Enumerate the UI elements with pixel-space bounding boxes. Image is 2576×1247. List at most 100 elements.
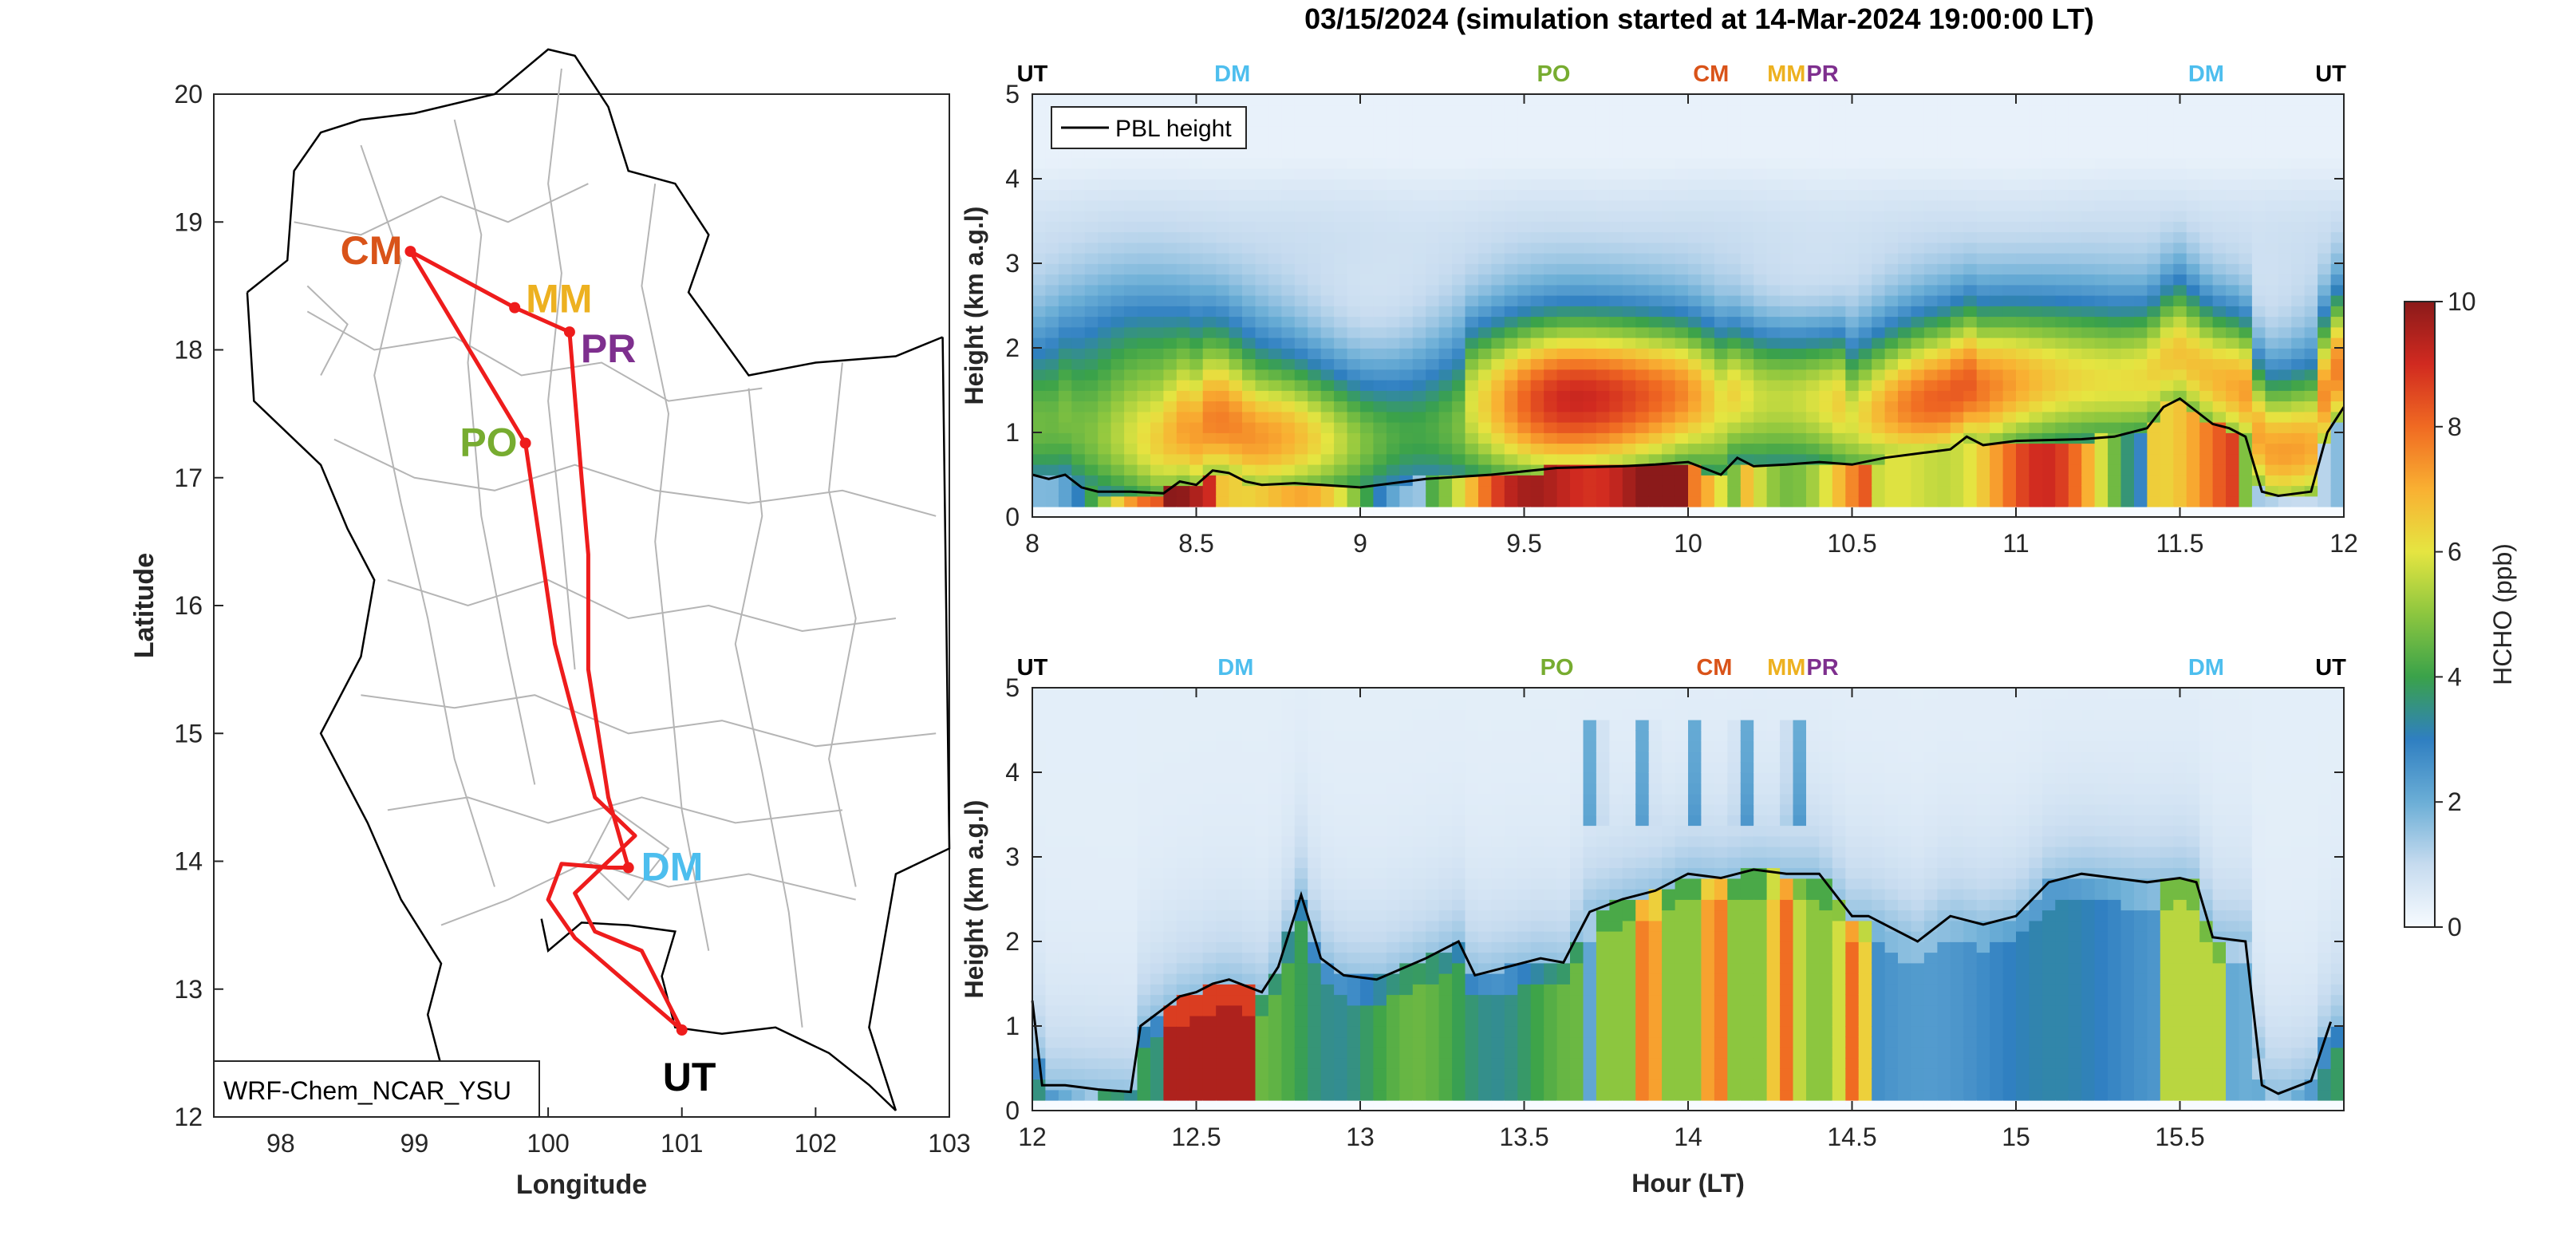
- heatmap-cell: [1045, 899, 1059, 911]
- heatmap-cell: [1517, 294, 1532, 306]
- heatmap-cell: [1150, 210, 1165, 222]
- heatmap-cell: [1229, 221, 1243, 233]
- heatmap-cell: [1544, 411, 1558, 423]
- heatmap-cell: [1084, 274, 1099, 286]
- heatmap-cell: [1544, 157, 1558, 169]
- heatmap-cell: [1963, 221, 1978, 233]
- heatmap-cell: [2304, 306, 2318, 318]
- heatmap-cell: [1648, 495, 1663, 507]
- heatmap-cell: [1872, 274, 1886, 286]
- heatmap-cell: [1884, 495, 1899, 507]
- heatmap-cell: [2265, 443, 2279, 455]
- heatmap-cell: [2055, 401, 2069, 412]
- heatmap-cell: [1596, 401, 1611, 412]
- heatmap-cell: [2094, 125, 2109, 137]
- heatmap-cell: [1399, 401, 1414, 412]
- heatmap-cell: [1281, 761, 1296, 773]
- heatmap-cell: [1098, 326, 1112, 338]
- heatmap-cell: [1583, 189, 1597, 201]
- heatmap-cell: [2081, 136, 2096, 148]
- heatmap-cell: [2330, 125, 2345, 137]
- heatmap-cell: [1596, 485, 1611, 497]
- heatmap-cell: [2081, 401, 2096, 412]
- heatmap-cell: [1098, 274, 1112, 286]
- heatmap-cell: [2134, 495, 2148, 507]
- heatmap-cell: [1491, 453, 1505, 465]
- heatmap-cell: [1438, 157, 1453, 169]
- heatmap-cell: [1753, 421, 1768, 433]
- heatmap-cell: [2330, 306, 2345, 318]
- xtick-label: 10: [1674, 529, 1702, 558]
- heatmap-cell: [1858, 231, 1872, 243]
- heatmap-cell: [1098, 878, 1112, 890]
- heatmap-cell: [1294, 125, 1308, 137]
- heatmap-cell: [1176, 221, 1190, 233]
- heatmap-cell: [2160, 369, 2174, 381]
- heatmap-cell: [1478, 242, 1493, 254]
- heatmap-cell: [1058, 1089, 1073, 1101]
- heatmap-cell: [2186, 199, 2200, 211]
- heatmap-cell: [1701, 294, 1715, 306]
- heatmap-cell: [1294, 443, 1308, 455]
- heatmap-cell: [1255, 358, 1269, 370]
- heatmap-cell: [1294, 708, 1308, 720]
- heatmap-cell: [2265, 369, 2279, 381]
- heatmap-cell: [2108, 485, 2122, 497]
- heatmap-cell: [1281, 157, 1296, 169]
- heatmap-cell: [1071, 730, 1086, 742]
- heatmap-cell: [1202, 772, 1217, 784]
- heatmap-cell: [2278, 294, 2292, 306]
- heatmap-cell: [1832, 199, 1846, 211]
- heatmap-cell: [1334, 358, 1348, 370]
- heatmap-cell: [1124, 803, 1138, 815]
- heatmap-cell: [1189, 867, 1204, 879]
- heatmap-cell: [1478, 348, 1493, 360]
- heatmap-cell: [2304, 242, 2318, 254]
- heatmap-cell: [2029, 274, 2043, 286]
- heatmap-cell: [1110, 316, 1125, 328]
- heatmap-cell: [1793, 168, 1807, 180]
- heatmap-cell: [1386, 485, 1401, 497]
- heatmap-cell: [1596, 348, 1611, 360]
- heatmap-cell: [1268, 708, 1283, 720]
- heatmap-cell: [1727, 485, 1742, 497]
- heatmap-cell: [1137, 252, 1151, 264]
- heatmap-cell: [1504, 115, 1518, 127]
- heatmap-cell: [1163, 294, 1178, 306]
- heatmap-cell: [1150, 453, 1165, 465]
- heatmap-cell: [1176, 421, 1190, 433]
- heatmap-cell: [1124, 294, 1138, 306]
- heatmap-cell: [1229, 421, 1243, 433]
- heatmap-cell: [1465, 443, 1479, 455]
- heatmap-cell: [1675, 115, 1689, 127]
- heatmap-cell: [1465, 337, 1479, 349]
- heatmap-cell: [1137, 761, 1151, 773]
- heatmap-cell: [1124, 867, 1138, 879]
- heatmap-cell: [1216, 899, 1230, 911]
- heatmap-cell: [1819, 284, 1833, 296]
- heatmap-cell: [1884, 147, 1899, 159]
- heatmap-cell: [1045, 761, 1059, 773]
- heatmap-cell: [2108, 168, 2122, 180]
- heatmap-cell: [2186, 306, 2200, 318]
- heatmap-cell: [2226, 401, 2240, 412]
- heatmap-cell: [1884, 348, 1899, 360]
- heatmap-cell: [2239, 485, 2253, 497]
- heatmap-cell: [2226, 421, 2240, 433]
- heatmap-cell: [2330, 337, 2345, 349]
- heatmap-cell: [1884, 242, 1899, 254]
- heatmap-cell: [1412, 94, 1426, 106]
- heatmap-cell: [1242, 231, 1256, 243]
- heatmap-cell: [1360, 432, 1375, 444]
- heatmap-cell: [1635, 189, 1650, 201]
- heatmap-cell: [1465, 294, 1479, 306]
- heatmap-cell: [1268, 888, 1283, 900]
- heatmap-cell: [1268, 242, 1283, 254]
- heatmap-cell: [1124, 421, 1138, 433]
- heatmap-cell: [2291, 358, 2306, 370]
- heatmap-cell: [1740, 475, 1754, 487]
- heatmap-cell: [1465, 390, 1479, 402]
- heatmap-cell: [2160, 231, 2174, 243]
- heatmap-cell: [2108, 379, 2122, 391]
